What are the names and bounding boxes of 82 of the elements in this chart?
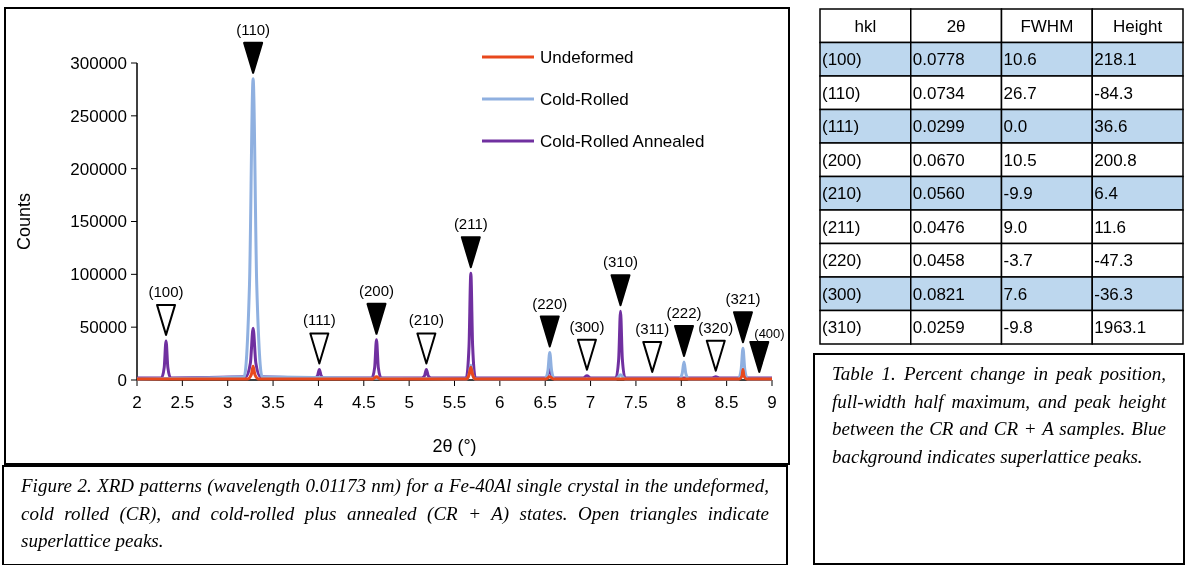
text: 6.4: [1094, 184, 1118, 204]
text: 0.0458: [912, 251, 965, 271]
text: 0.0: [1003, 117, 1028, 137]
x-tick-label: 8: [676, 393, 687, 412]
text: hkl: [854, 16, 877, 36]
y-tick-label: 300000: [70, 53, 127, 73]
annotation: (110): [236, 20, 271, 38]
annotation: (300): [569, 317, 605, 335]
annotation: (211): [453, 215, 488, 233]
x-axis-title: 2θ (°): [432, 436, 477, 456]
x-tick-label: 2.5: [170, 393, 195, 412]
text: -9.8: [1003, 318, 1033, 338]
text: -36.3: [1094, 284, 1133, 304]
category-label: (220): [822, 251, 862, 271]
annotation: (100): [148, 282, 184, 300]
x-tick-label: 6: [495, 393, 505, 412]
category-label: (111): [822, 117, 860, 137]
caption: Figure 2. XRD patterns (wavelength 0.01173 nm) for a Fe-40Al single crystal in the undeformed, cold rolled (CR), and cold-rolled plus annealed (CR + A) states. Open triangles indicate superlattice peaks.: [20, 474, 770, 554]
text: 0.0778: [912, 50, 965, 70]
category-label: 2θ: [946, 16, 966, 36]
annotation: (310): [602, 253, 639, 271]
category-label: FWHM: [1020, 16, 1074, 36]
text: 36.6: [1094, 117, 1128, 137]
category-label: (300): [822, 284, 862, 304]
annotation: (400): [754, 325, 785, 341]
annotation: (210): [408, 311, 444, 329]
text: 11.6: [1094, 217, 1127, 237]
text: 0.0259: [912, 318, 965, 338]
y-tick-label: 100000: [70, 265, 127, 285]
legend-label: Undeformed: [540, 47, 634, 67]
x-tick-label: 4: [313, 393, 324, 412]
annotation: (200): [358, 281, 394, 299]
category-label: Height: [1113, 16, 1163, 36]
text: 0.0299: [912, 117, 965, 137]
text: 26.7: [1003, 83, 1037, 103]
text: -84.3: [1094, 83, 1133, 103]
category-label: (100): [822, 50, 862, 70]
text: 0.0670: [912, 150, 965, 170]
text: 218.1: [1094, 50, 1137, 70]
y-tick-label: 150000: [70, 212, 127, 232]
annotation: (311): [635, 319, 670, 337]
text: 0.0734: [912, 83, 965, 103]
x-tick-label: 5: [404, 393, 414, 412]
category-label: (210): [822, 184, 862, 204]
category-label: (211): [822, 217, 861, 237]
text: -47.3: [1094, 251, 1133, 271]
y-tick-label: 250000: [70, 106, 127, 126]
x-tick-label: 3.5: [261, 393, 285, 412]
annotation: (220): [532, 294, 568, 312]
x-tick-label: 5.5: [442, 393, 467, 412]
caption: Table 1. Percent change in peak position, full-width half maximum, and peak height between the CR and CR + A samples. Blue background indicates superlattice peaks.: [831, 362, 1168, 469]
annotation: (222): [666, 304, 702, 322]
x-tick-label: 2: [132, 393, 142, 412]
legend-label: Cold-Rolled: [540, 89, 629, 109]
text: 7.6: [1003, 284, 1028, 304]
category-label: (310): [822, 318, 862, 338]
x-tick-label: 3: [222, 393, 233, 412]
y-tick-label: 200000: [70, 159, 127, 179]
y-tick-label: 50000: [79, 318, 127, 338]
annotation: (321): [725, 290, 761, 308]
text: -3.7: [1003, 251, 1033, 271]
text: 1963.1: [1094, 318, 1147, 338]
x-tick-label: 8.5: [714, 393, 739, 412]
x-tick-label: 4.5: [351, 393, 376, 412]
category-label: (200): [822, 150, 862, 170]
y-axis-title: Counts: [14, 192, 34, 251]
text: 0.0476: [912, 217, 965, 237]
text: -9.9: [1003, 184, 1033, 204]
x-tick-label: 6.5: [533, 393, 558, 412]
x-tick-label: 7.5: [624, 393, 648, 412]
legend-label: Cold-Rolled Annealed: [540, 131, 705, 151]
x-tick-label: 7: [585, 393, 596, 412]
text: 10.5: [1003, 150, 1037, 170]
x-tick-label: 9: [767, 393, 777, 412]
annotation: (111): [302, 311, 336, 329]
text: 0.0560: [912, 184, 965, 204]
text: 200.8: [1094, 150, 1137, 170]
text: 9.0: [1003, 217, 1028, 237]
y-tick-label: 0: [117, 370, 127, 390]
text: 0.0821: [912, 284, 965, 304]
category-label: (110): [822, 83, 861, 103]
text: 10.6: [1003, 50, 1037, 70]
